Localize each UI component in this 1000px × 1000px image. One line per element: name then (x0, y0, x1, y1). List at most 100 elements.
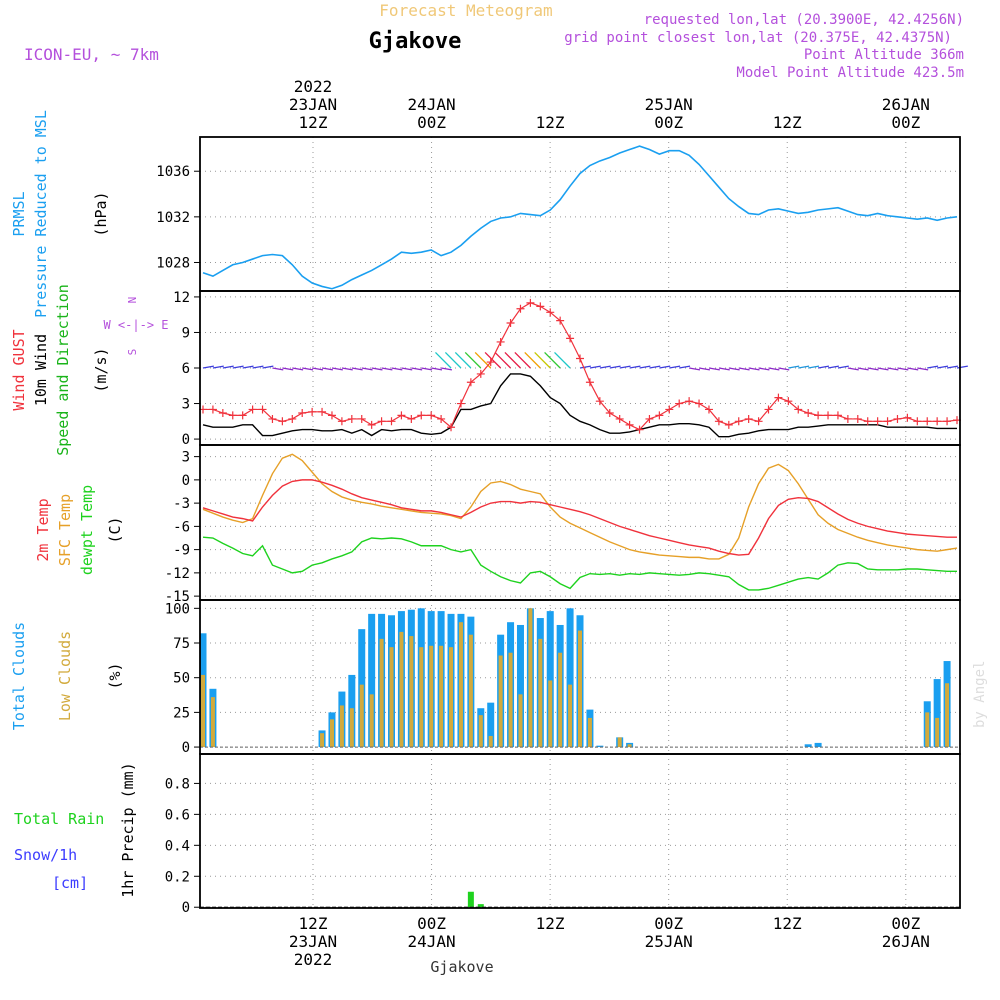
wind-direction-arrow (847, 367, 859, 371)
wind-gust-marker (665, 405, 674, 414)
top-time-label: 12Z (773, 113, 802, 132)
y-tick-label: -9 (173, 543, 190, 559)
wind-direction-arrow (282, 367, 294, 371)
bottom-time-label: 26JAN (882, 932, 930, 951)
low-cloud-bar (409, 636, 414, 748)
requested-coords: requested lon,lat (20.3900E, 42.4256N) (644, 12, 964, 28)
y-tick-label: 0.2 (165, 869, 190, 885)
low-cloud-bar (419, 647, 424, 748)
wind-gust-marker (486, 358, 495, 367)
wind-direction-arrow (837, 365, 849, 369)
wind-direction-arrow (302, 367, 314, 371)
wind-direction-arrow (212, 365, 224, 369)
low-cloud-bar (349, 708, 354, 748)
y-tick-label: -3 (173, 496, 190, 512)
wind-direction-arrow (917, 367, 929, 371)
wind-direction-arrow (411, 367, 423, 371)
y-tick-label: 0 (182, 900, 190, 916)
panels: 1028 1032 1036 PRMSL Pressure Reduced to MSL… (10, 110, 968, 916)
y-tick-label: 0 (182, 740, 190, 756)
top-time-label: 12Z (536, 113, 565, 132)
top-year: 2022 (294, 77, 333, 96)
wind-gust-marker (704, 405, 713, 414)
low-cloud-bar (945, 683, 950, 748)
total-cloud-bar (487, 702, 495, 748)
wind-gust-marker (496, 337, 505, 346)
wind-gust-marker (863, 417, 872, 426)
y-tick-label: 1036 (156, 164, 190, 180)
wind-gust-marker (576, 354, 584, 363)
low-cloud-bar (508, 652, 513, 748)
total-rain-label: Total Rain (14, 810, 104, 828)
wind-gust-marker (516, 304, 525, 313)
y-tick-label: 0.4 (165, 838, 190, 854)
pressure-label: PRMSL (10, 191, 28, 236)
bottom-time-label: 12Z (773, 914, 802, 933)
wind-direction-arrow (381, 367, 393, 371)
wind-direction-arrow (544, 351, 561, 369)
wind-direction-arrow (669, 365, 681, 369)
wind-gust-marker (635, 425, 644, 434)
wind-direction-arrow (242, 365, 254, 369)
low-cloud-bar (568, 684, 573, 748)
wind-gust-marker (318, 407, 327, 416)
low-cloud-bar (201, 674, 205, 748)
wind-gust-marker (794, 405, 803, 414)
y-tick-label: 3 (182, 397, 190, 413)
wind-gust-marker (377, 417, 386, 426)
low-cloud-bar (210, 697, 215, 748)
temp-line-2 (202, 536, 957, 591)
wind-direction-arrow (798, 365, 810, 369)
wind-direction-arrow (738, 367, 750, 371)
low-cloud-bar (369, 694, 374, 748)
y-tick-label: 0.6 (165, 807, 190, 823)
top-time-label: 00Z (891, 113, 920, 132)
wind-direction-arrow (629, 365, 641, 369)
wind-gust-marker (407, 414, 416, 423)
wind-direction-arrow (698, 367, 710, 371)
wind-direction-arrow (331, 367, 343, 371)
total-cloud-bar (814, 742, 822, 748)
cloud-unit: (%) (106, 662, 124, 689)
temp-line-0 (202, 479, 957, 556)
bottom-time-label: 12Z (299, 914, 328, 933)
wind-direction-arrow (748, 367, 760, 371)
wind-gust-marker (645, 414, 654, 423)
wind-direction-arrow (867, 367, 879, 371)
bottom-time-label: 12Z (536, 914, 565, 933)
total-cloud-bar (566, 608, 574, 748)
wind-direction-arrow (262, 365, 274, 369)
wind-direction-arrow (252, 365, 264, 369)
wind-direction-arrow (504, 351, 521, 369)
total-cloud-bar (516, 624, 524, 748)
wind-direction-arrow (494, 351, 512, 369)
wind-gust-marker (427, 411, 436, 420)
low-cloud-bar (329, 719, 334, 748)
compass-south: S (126, 349, 139, 356)
wind-gust-marker (853, 414, 862, 423)
wind-gust-marker (347, 414, 356, 423)
wind-direction-arrow (827, 365, 839, 369)
temperature-frame (199, 444, 961, 601)
wind-direction-arrow (937, 365, 949, 369)
wind-direction-arrow (778, 367, 790, 371)
wind-direction-arrow (758, 367, 770, 371)
low-cloud-bar (498, 655, 503, 748)
precip-frame (199, 753, 961, 909)
compass: N W <-|-> E S (103, 297, 168, 356)
bottom-time-label: 00Z (417, 914, 446, 933)
wind-gust-marker (714, 417, 723, 426)
clouds-panel: 0 25 50 75 100 Total Clouds Low Clouds (%) (10, 599, 961, 756)
wind-direction-arrow (292, 367, 304, 371)
wind-gust-marker (506, 318, 515, 327)
y-tick-label: -12 (165, 566, 190, 582)
wind-gust-marker (784, 397, 793, 406)
wind-direction-label: Speed and Direction (54, 284, 72, 456)
low-clouds-label: Low Clouds (56, 631, 74, 721)
wind-gust-marker (585, 378, 594, 387)
wind-direction-arrow (927, 365, 939, 369)
wind-gust-marker (675, 399, 684, 408)
top-time-label: 24JAN (407, 95, 455, 114)
